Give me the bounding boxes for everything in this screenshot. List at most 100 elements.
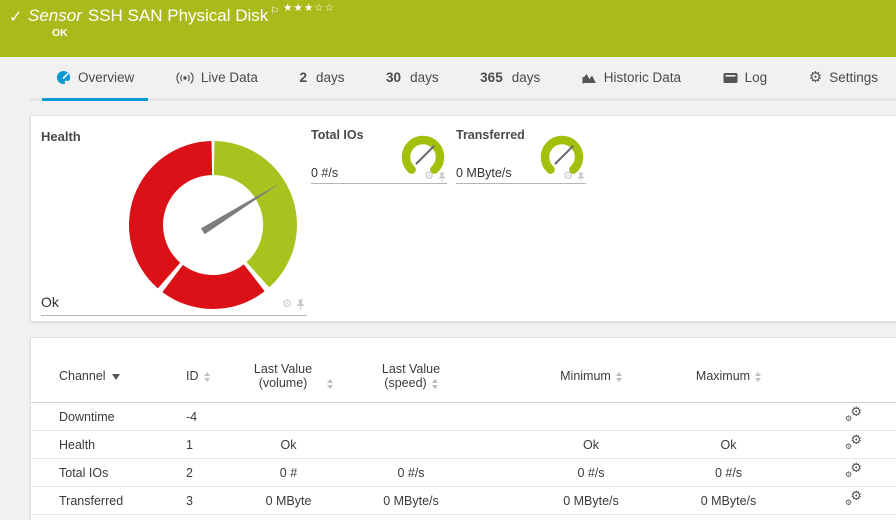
table-row-total-ios[interactable]: Total IOs 2 0 # 0 #/s 0 #/s 0 #/s ⚙ ⚙ (31, 458, 896, 487)
tab-settings[interactable]: ⚙ Settings (795, 57, 892, 98)
live-data-icon (176, 71, 194, 84)
gauge-segment-red-left (128, 141, 213, 289)
transferred-gauge (540, 135, 584, 174)
sort-icon (431, 378, 438, 389)
cell-channel: Downtime (59, 409, 115, 424)
transferred-label: Transferred (456, 128, 525, 142)
tab-30-days[interactable]: 30 days (372, 57, 453, 98)
tab-label: days (315, 70, 345, 85)
table-row-transferred[interactable]: Transferred 3 0 MByte 0 MByte/s 0 MByte/… (31, 486, 896, 515)
cell-minimum (511, 403, 671, 431)
sensor-kind-label: Sensor (28, 6, 82, 25)
cell-actions: ⚙ ⚙ (841, 403, 896, 431)
channel-settings-icon[interactable]: ⚙ ⚙ (845, 488, 862, 507)
cell-last-value-speed (361, 403, 511, 431)
gauge-settings-gear-icon[interactable]: ⚙ (282, 298, 292, 310)
status-badge: OK (52, 27, 68, 39)
cell-minimum: 0 MByte/s (511, 486, 671, 515)
area-chart-icon (582, 74, 596, 84)
sensor-title: Sensor SSH SAN Physical Disk ⚐ (28, 6, 279, 26)
gauge-segment-green (213, 141, 297, 288)
tab-overview[interactable]: Overview (42, 57, 149, 101)
tab-log[interactable]: Log (709, 57, 782, 98)
tab-label: Log (744, 70, 768, 85)
gauge-needle (415, 145, 435, 165)
sensor-name: SSH SAN Physical Disk (87, 6, 269, 25)
sort-desc-icon (111, 373, 120, 380)
cell-minimum: 0 #/s (511, 458, 671, 487)
cell-last-value-volume: Ok (216, 430, 361, 459)
sort-icon (755, 371, 762, 382)
cell-channel: Health (31, 430, 166, 459)
column-header-last-value-volume[interactable]: Last Value (volume) (216, 338, 361, 403)
priority-stars[interactable]: ★★★☆☆ (283, 2, 336, 14)
tab-number: 30 (386, 70, 402, 85)
cell-channel: Total IOs (31, 458, 166, 487)
status-check-icon: ✓ (9, 9, 23, 26)
gauge-needle (200, 182, 281, 235)
channel-settings-icon[interactable]: ⚙ ⚙ (845, 432, 862, 451)
cell-channel: Transferred (31, 486, 166, 515)
pin-icon[interactable] (577, 172, 585, 182)
tab-label: days (410, 70, 439, 85)
sort-icon (203, 371, 210, 382)
channel-settings-icon[interactable]: ⚙ ⚙ (845, 460, 862, 479)
cell-id: 2 (166, 458, 216, 487)
tab-365-days[interactable]: 365 days (466, 57, 554, 98)
channels-table: Channel ID Last Value (volume) Last Valu… (31, 338, 896, 515)
total-ios-value: 0 #/s (311, 166, 339, 180)
tab-number: 2 (299, 70, 307, 85)
cell-minimum: Ok (511, 430, 671, 459)
channel-settings-icon[interactable]: ⚙ ⚙ (845, 404, 862, 423)
column-header-minimum[interactable]: Minimum (511, 338, 671, 403)
channels-table-panel: Channel ID Last Value (volume) Last Valu… (30, 337, 896, 520)
transferred-value: 0 MByte/s (456, 166, 512, 180)
pin-icon[interactable] (296, 299, 305, 310)
tab-label: Overview (78, 70, 135, 85)
cell-last-value-speed (361, 430, 511, 459)
tab-historic-data[interactable]: Historic Data (568, 57, 695, 98)
cell-last-value-volume: 0 MByte (216, 486, 361, 515)
cell-actions: ⚙ ⚙ (841, 430, 896, 459)
health-gauge-tile: Health Ok ⚙ (41, 126, 307, 316)
health-label: Health (41, 129, 81, 144)
cell-maximum: 0 #/s (671, 458, 841, 487)
cell-id: 3 (166, 486, 216, 515)
column-header-channel[interactable]: Channel (31, 338, 166, 403)
cell-last-value-speed: 0 MByte/s (361, 486, 511, 515)
log-icon (723, 72, 738, 83)
tab-bar: Overview Live Data 2 days 30 days 365 da… (30, 57, 896, 101)
column-header-id[interactable]: ID (166, 338, 216, 403)
table-row-health[interactable]: Health 1 Ok Ok Ok ⚙ ⚙ (31, 430, 896, 459)
sort-icon (615, 371, 622, 382)
tab-live-data[interactable]: Live Data (162, 57, 272, 98)
cell-id: 1 (166, 430, 216, 459)
cell-maximum: Ok (671, 430, 841, 459)
tab-2-days[interactable]: 2 days (285, 57, 358, 98)
gauge-segment-red-bottom (162, 264, 265, 310)
tab-label: Historic Data (603, 70, 682, 85)
tab-label: days (511, 70, 541, 85)
table-row-downtime[interactable]: Downtime -4 ⚙ ⚙ (31, 403, 896, 431)
column-header-maximum[interactable]: Maximum (671, 338, 841, 403)
overview-gauges-panel: Health Ok ⚙ Total IOs 0 #/s ⚙ (30, 115, 896, 322)
transferred-gauge-tile: Transferred 0 MByte/s ⚙ (456, 126, 586, 184)
gauge-settings-gear-icon[interactable]: ⚙ (563, 170, 573, 182)
gauge-icon (56, 70, 71, 85)
cell-maximum: 0 MByte/s (671, 486, 841, 515)
cell-actions: ⚙ ⚙ (841, 486, 896, 515)
tab-label: Live Data (200, 70, 258, 85)
total-ios-label: Total IOs (311, 128, 364, 142)
pin-icon[interactable] (438, 172, 446, 182)
gauge-needle (554, 145, 574, 165)
table-header-row: Channel ID Last Value (volume) Last Valu… (31, 338, 896, 403)
column-header-last-value-speed[interactable]: Last Value (speed) (361, 338, 511, 403)
total-ios-gauge-tile: Total IOs 0 #/s ⚙ (311, 126, 447, 184)
cell-last-value-speed: 0 #/s (361, 458, 511, 487)
health-current-value: Ok (41, 294, 59, 310)
cell-id: -4 (186, 409, 198, 424)
flag-icon[interactable]: ⚐ (270, 6, 280, 17)
column-header-actions (841, 338, 896, 403)
gauge-settings-gear-icon[interactable]: ⚙ (424, 170, 434, 182)
gear-icon: ⚙ (808, 69, 823, 86)
